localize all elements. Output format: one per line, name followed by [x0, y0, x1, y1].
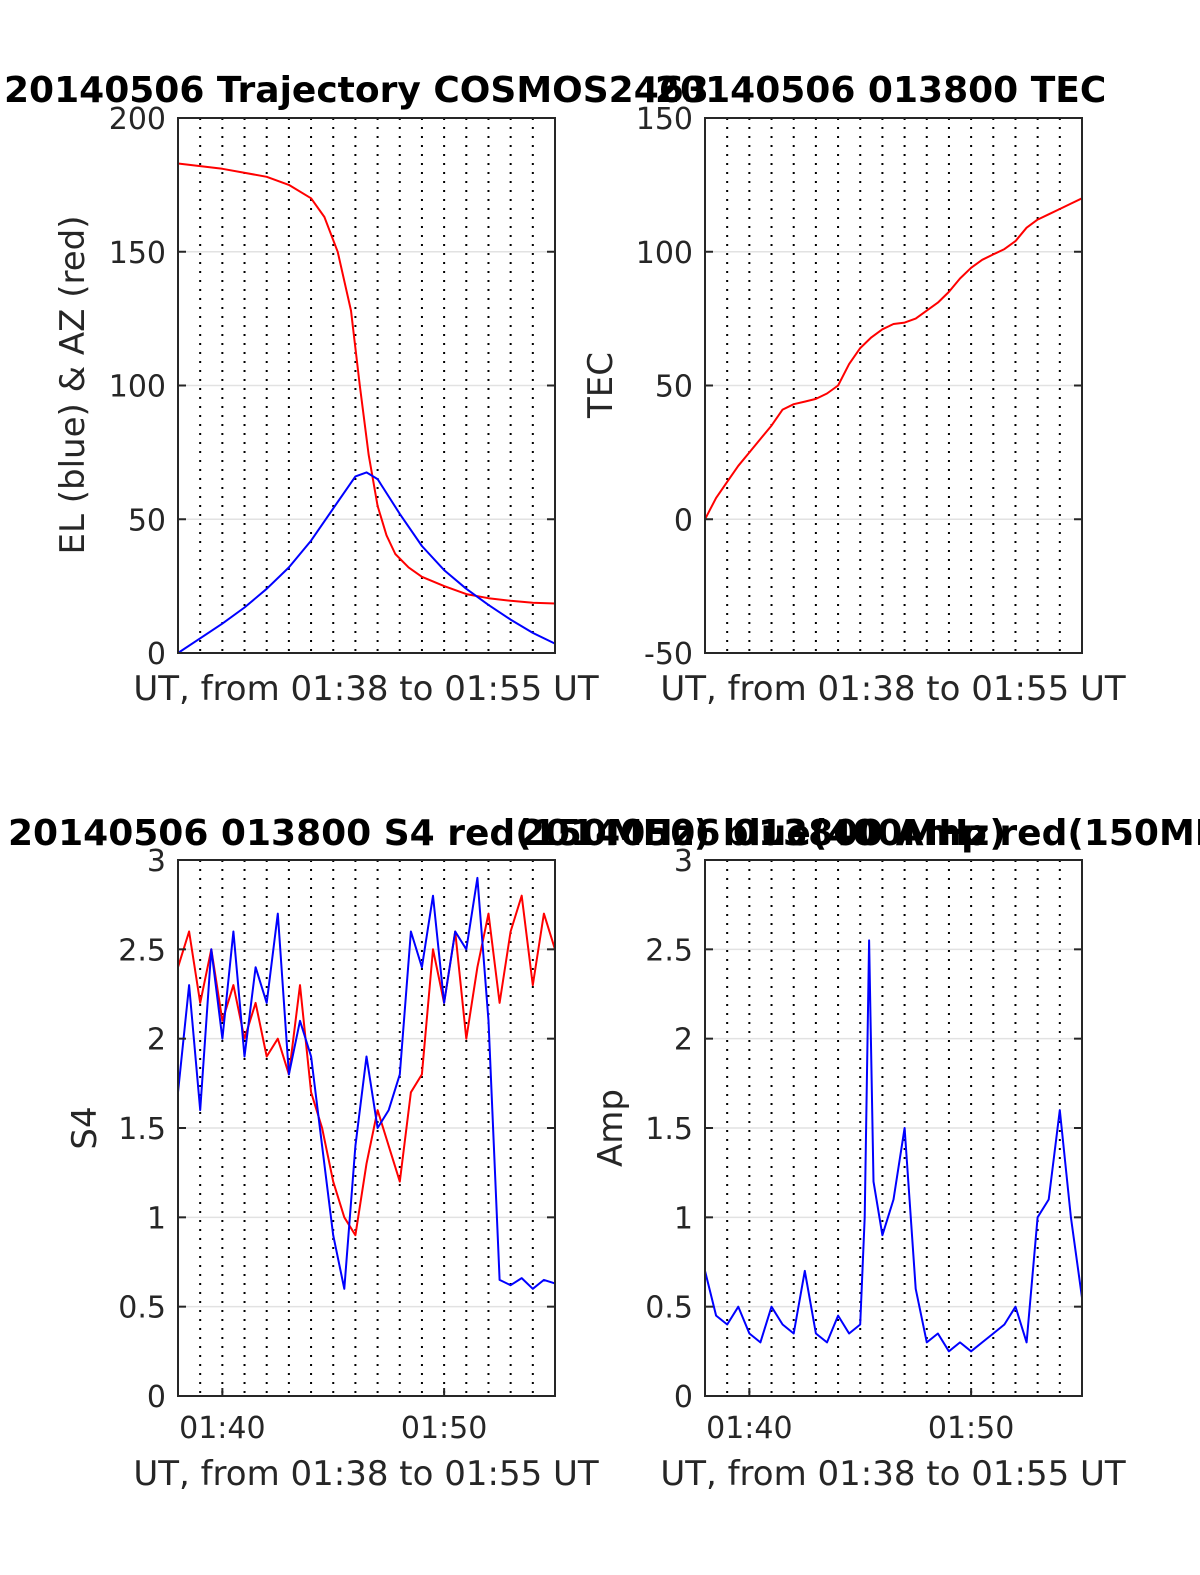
amp-title: 20140506 013800 Amp red(150MHz) blue(400…	[520, 813, 1200, 854]
trajectory-ytick-label: 100	[109, 370, 166, 405]
amp-series-line-1	[704, 939, 1083, 1353]
s4-ytick-label: 1.5	[118, 1112, 166, 1147]
amp-ytick-label: 3	[674, 844, 693, 879]
amp-xtick-label: 01:40	[706, 1411, 792, 1446]
panel-trajectory: 0 50 100 150 200 20140506 Trajectory COSMOS2…	[4, 70, 709, 709]
amp-grid	[705, 860, 1082, 1396]
tec-ytick-label: -50	[644, 637, 693, 672]
tec-ytick-label: 100	[636, 236, 693, 271]
tec-ytick-label: 150	[636, 102, 693, 137]
amp-xlabel: UT, from 01:38 to 01:55 UT	[660, 1454, 1126, 1494]
amp-ytick-label: 1.5	[645, 1112, 693, 1147]
s4-ticks: 0 0.5 1 1.5 2 2.5 3 01:40 01:50	[118, 844, 555, 1446]
s4-ylabel: S4	[65, 1106, 105, 1149]
trajectory-xlabel: UT, from 01:38 to 01:55 UT	[133, 669, 599, 709]
amp-ytick-label: 2	[674, 1023, 693, 1058]
trajectory-ylabel: EL (blue) & AZ (red)	[53, 215, 93, 554]
tec-ytick-label: 0	[674, 503, 693, 538]
s4-series	[177, 876, 556, 1290]
s4-ytick-label: 1	[147, 1201, 166, 1236]
s4-xtick-label: 01:40	[179, 1411, 265, 1446]
s4-xtick-label: 01:50	[401, 1411, 487, 1446]
tec-ylabel: TEC	[581, 352, 621, 419]
amp-ytick-label: 0.5	[645, 1291, 693, 1326]
tec-series-line-0	[704, 197, 1083, 520]
tec-grid	[705, 118, 1082, 653]
s4-ytick-label: 2	[147, 1023, 166, 1058]
trajectory-ytick-label: 200	[109, 102, 166, 137]
panel-tec: -50 0 50 100 150 20140506 013800 TEC UT, fro…	[581, 70, 1126, 709]
amp-ytick-label: 2.5	[645, 933, 693, 968]
s4-title: 20140506 013800 S4 red(150MHz) blue(400M…	[8, 813, 1006, 854]
amp-series	[704, 939, 1083, 1397]
trajectory-ytick-label: 150	[109, 236, 166, 271]
s4-ytick-label: 2.5	[118, 933, 166, 968]
s4-ytick-label: 0.5	[118, 1291, 166, 1326]
trajectory-ytick-label: 0	[147, 637, 166, 672]
tec-xlabel: UT, from 01:38 to 01:55 UT	[660, 669, 1126, 709]
trajectory-grid	[178, 118, 555, 653]
s4-series-line-1	[177, 876, 556, 1290]
tec-series	[704, 197, 1083, 520]
s4-ytick-label: 0	[147, 1380, 166, 1415]
amp-ylabel: Amp	[591, 1089, 631, 1167]
trajectory-ytick-label: 50	[128, 503, 166, 538]
tec-title: 20140506 013800 TEC	[655, 70, 1106, 111]
trajectory-ticks: 0 50 100 150 200	[109, 102, 555, 672]
tec-ticks: -50 0 50 100 150	[636, 102, 1082, 672]
trajectory-title: 20140506 Trajectory COSMOS2463	[4, 70, 709, 111]
trajectory-series	[177, 162, 556, 654]
s4-ytick-label: 3	[147, 844, 166, 879]
tec-ytick-label: 50	[655, 370, 693, 405]
amp-ytick-label: 0	[674, 1380, 693, 1415]
s4-xlabel: UT, from 01:38 to 01:55 UT	[133, 1454, 599, 1494]
amp-xtick-label: 01:50	[928, 1411, 1014, 1446]
trajectory-series-line-1	[177, 471, 556, 654]
panel-s4: 0 0.5 1 1.5 2 2.5 3 01:40 01:50 20140506 013800 …	[8, 813, 1006, 1494]
amp-ticks: 0 0.5 1 1.5 2 2.5 3 01:40 01:50	[645, 844, 1082, 1446]
amp-ytick-label: 1	[674, 1201, 693, 1236]
trajectory-series-line-0	[177, 162, 556, 605]
panel-amp: 0 0.5 1 1.5 2 2.5 3 01:40 01:50 20140506 013800 …	[520, 813, 1200, 1494]
